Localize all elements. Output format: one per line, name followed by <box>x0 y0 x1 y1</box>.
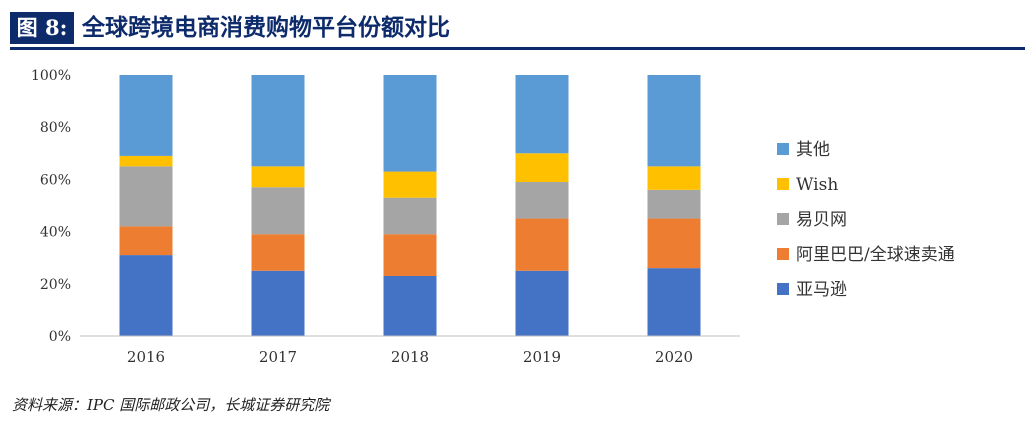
title-underline <box>10 47 1025 50</box>
bar-segment <box>647 166 701 190</box>
y-tick-label: 80% <box>40 120 71 136</box>
bar-segment <box>383 171 437 198</box>
bar-segment <box>383 234 437 276</box>
bar-segment <box>251 234 305 271</box>
bar-segment <box>119 255 173 336</box>
legend-swatch <box>777 283 789 295</box>
bar-groups <box>119 75 701 336</box>
y-tick-label: 60% <box>40 172 71 188</box>
bar-group-2018 <box>383 75 437 336</box>
bar-segment <box>251 187 305 235</box>
x-axis: 2016 2017 2018 2019 2020 <box>80 335 740 366</box>
y-tick-label: 100% <box>31 68 71 84</box>
legend-label: 易贝网 <box>796 210 847 230</box>
bar-segment <box>119 155 173 167</box>
bar-segment <box>383 75 437 172</box>
figure-label: 图 8: <box>10 12 74 44</box>
bar-segment <box>647 189 701 219</box>
source-note: 资料来源：IPC 国际邮政公司，长城证券研究院 <box>12 396 330 414</box>
legend-label: 亚马逊 <box>796 280 847 300</box>
bar-segment <box>515 270 569 336</box>
legend-label: 其他 <box>796 140 830 160</box>
figure-header: 图 8: 全球跨境电商消费购物平台份额对比 <box>10 8 1025 50</box>
legend-item: 易贝网 <box>777 210 847 230</box>
legend-swatch <box>777 143 789 155</box>
legend-swatch <box>777 248 789 260</box>
bar-segment <box>251 166 305 188</box>
legend-label: 阿里巴巴/全球速卖通 <box>796 245 955 265</box>
y-tick-label: 20% <box>40 277 71 293</box>
bar-segment <box>515 218 569 271</box>
legend-label: Wish <box>796 175 838 195</box>
y-tick-label: 40% <box>40 225 71 241</box>
bar-segment <box>515 182 569 219</box>
bar-group-2017 <box>251 75 305 336</box>
bar-segment <box>251 270 305 336</box>
stacked-bar-chart: 0%20%40%60%80%100% 2016 2017 2018 2019 2020 … <box>31 68 955 366</box>
legend-item: 阿里巴巴/全球速卖通 <box>777 245 955 265</box>
bar-segment <box>119 226 173 256</box>
x-tick-label: 2018 <box>391 348 429 366</box>
bar-group-2016 <box>119 75 173 336</box>
bar-segment <box>119 75 173 156</box>
bar-segment <box>383 275 437 336</box>
y-axis: 0% 20% 40% 60% 80% 100% <box>31 68 71 345</box>
bar-segment <box>383 197 437 235</box>
legend-item: 亚马逊 <box>777 280 847 300</box>
x-tick-label: 2020 <box>655 348 693 366</box>
bar-group-2020 <box>647 75 701 336</box>
y-tick-label: 0% <box>49 329 71 345</box>
bar-segment <box>515 75 569 154</box>
bar-segment <box>647 75 701 167</box>
bar-segment <box>251 75 305 167</box>
legend-swatch <box>777 178 789 190</box>
x-tick-label: 2016 <box>127 348 165 366</box>
bar-segment <box>647 268 701 336</box>
x-tick-label: 2019 <box>523 348 561 366</box>
legend-swatch <box>777 213 789 225</box>
bar-segment <box>119 166 173 227</box>
chart-area: 0% 20% 40% 60% 80% 100% 2016 2017 2018 2019 2020 … <box>10 55 1025 380</box>
bar-group-2019 <box>515 75 569 336</box>
legend-item: Wish <box>777 175 838 195</box>
legend-item: 其他 <box>777 140 830 160</box>
page-title: 全球跨境电商消费购物平台份额对比 <box>82 14 450 41</box>
bar-segment <box>515 153 569 183</box>
bar-segment <box>647 218 701 269</box>
x-tick-label: 2017 <box>259 348 297 366</box>
